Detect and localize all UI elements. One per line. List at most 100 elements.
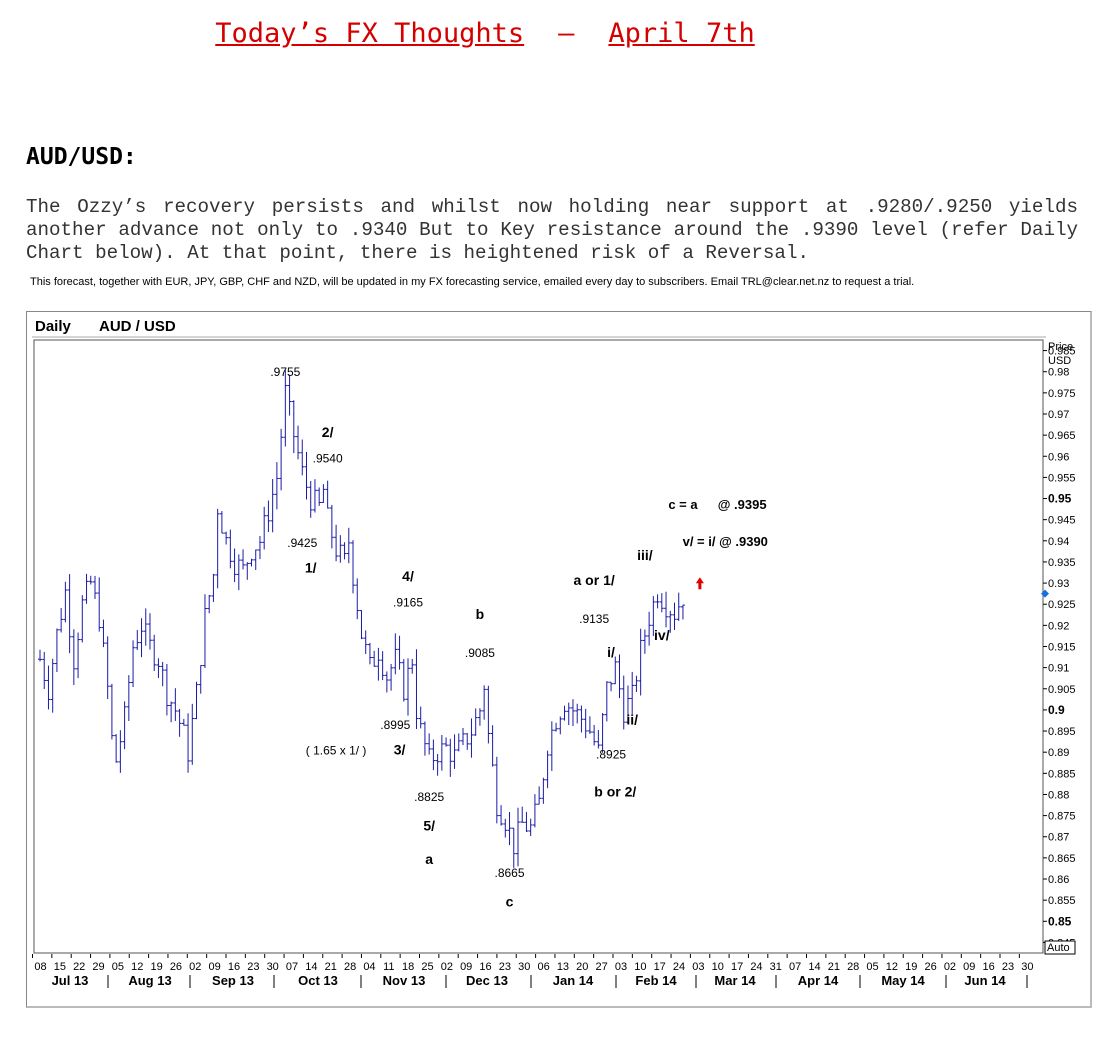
x-day-label: 24: [750, 961, 762, 973]
y-tick-label: 0.885: [1048, 768, 1076, 780]
x-day-label: 21: [828, 961, 840, 973]
x-day-label: 16: [479, 961, 491, 973]
wave-annotation: c: [506, 893, 514, 909]
y-tick-label: 0.925: [1048, 599, 1076, 611]
x-day-label: 14: [305, 961, 317, 973]
y-tick-label: 0.865: [1048, 853, 1076, 865]
target-annotation: @ .9395: [718, 497, 767, 512]
x-day-label: 11: [383, 961, 394, 973]
y-tick-label: 0.96: [1048, 451, 1069, 463]
x-day-label: 05: [866, 961, 878, 973]
x-month-label: Sep 13: [212, 973, 254, 988]
x-day-label: 02: [189, 961, 201, 973]
service-note: This forecast, together with EUR, JPY, G…: [30, 276, 915, 288]
wave-annotation: .9135: [579, 612, 609, 626]
wave-annotation: iii/: [637, 547, 653, 563]
y-tick-label: 0.86: [1048, 874, 1069, 886]
current-price-marker: [1041, 589, 1049, 598]
x-day-label: 07: [789, 961, 801, 973]
y-tick-label: 0.97: [1048, 409, 1069, 421]
x-month-label: Feb 14: [635, 973, 677, 988]
x-day-label: 07: [286, 961, 298, 973]
x-day-label: 27: [596, 961, 608, 973]
x-day-label: 14: [808, 961, 820, 973]
wave-annotation: ( 1.65 x 1/ ): [306, 743, 367, 757]
wave-annotation: a or 1/: [574, 572, 615, 588]
x-day-label: 04: [363, 961, 375, 973]
y-tick-label: 0.975: [1048, 388, 1076, 400]
x-day-label: 20: [576, 961, 588, 973]
y-tick-label: 0.93: [1048, 578, 1069, 590]
x-day-label: 29: [92, 961, 104, 973]
x-day-label: 06: [537, 961, 549, 973]
x-day-label: 22: [73, 961, 85, 973]
y-tick-label: 0.98: [1048, 367, 1069, 379]
x-day-label: 30: [267, 961, 279, 973]
wave-annotation: b: [476, 606, 485, 622]
pair-heading: AUD/USD:: [26, 144, 137, 170]
x-day-label: 28: [344, 961, 356, 973]
x-day-label: 21: [325, 961, 337, 973]
instrument-label: AUD / USD: [99, 318, 176, 335]
y-tick-label: 0.85: [1048, 914, 1072, 928]
x-day-label: 09: [209, 961, 221, 973]
wave-annotation: .8925: [596, 748, 626, 762]
auto-scale-label: Auto: [1047, 942, 1070, 954]
y-tick-label: 0.9: [1048, 703, 1065, 717]
y-tick-label: 0.945: [1048, 515, 1076, 527]
y-tick-label: 0.91: [1048, 663, 1069, 675]
x-month-label: Nov 13: [383, 973, 426, 988]
y-tick-label: 0.965: [1048, 430, 1076, 442]
wave-annotation: ii/: [626, 712, 638, 728]
title-left: Today’s FX Thoughts: [215, 18, 525, 49]
x-day-label: 03: [692, 961, 704, 973]
auto-scale-button[interactable]: [1044, 940, 1076, 955]
x-month-label: Apr 14: [798, 973, 839, 988]
x-day-label: 23: [247, 961, 259, 973]
x-month-label: Jun 14: [964, 973, 1006, 988]
wave-annotation: .8995: [380, 718, 410, 732]
y-tick-label: 0.94: [1048, 536, 1069, 548]
x-day-label: 16: [228, 961, 240, 973]
plot-area: [33, 339, 1044, 954]
x-day-label: 23: [1002, 961, 1014, 973]
wave-annotation: iv/: [654, 627, 670, 643]
wave-annotation: .9540: [313, 452, 343, 466]
y-tick-label: 0.875: [1048, 811, 1076, 823]
x-day-label: 23: [499, 961, 511, 973]
page-title: Today’s FX Thoughts – April 7th: [0, 18, 970, 49]
x-day-label: 12: [886, 961, 898, 973]
target-annotation: v/ = i/ @ .9390: [683, 534, 768, 549]
wave-annotation: 5/: [423, 817, 435, 833]
title-right: April 7th: [608, 18, 755, 49]
x-day-label: 03: [615, 961, 627, 973]
x-day-label: 28: [847, 961, 859, 973]
target-annotation: c = a: [668, 497, 698, 512]
y-axis-label: Price: [1048, 341, 1073, 353]
x-day-label: 30: [518, 961, 530, 973]
x-day-label: 08: [34, 961, 46, 973]
y-axis-unit: USD: [1048, 355, 1071, 367]
x-day-label: 31: [770, 961, 782, 973]
x-day-label: 18: [402, 961, 414, 973]
red-up-arrow: [695, 577, 704, 590]
wave-annotation: 4/: [402, 568, 414, 584]
x-day-label: 16: [983, 961, 995, 973]
x-month-label: Aug 13: [128, 973, 171, 988]
y-tick-label: 0.915: [1048, 642, 1076, 654]
wave-annotation: .8665: [495, 866, 525, 880]
y-tick-label: 0.935: [1048, 557, 1076, 569]
x-month-label: Oct 13: [298, 973, 338, 988]
x-day-label: 26: [924, 961, 936, 973]
x-day-label: 25: [421, 961, 433, 973]
wave-annotation: .9425: [287, 536, 317, 550]
wave-annotation: i/: [607, 644, 615, 660]
x-day-label: 17: [654, 961, 666, 973]
x-day-label: 19: [150, 961, 162, 973]
wave-annotation: 2/: [322, 424, 334, 440]
y-tick-label: 0.955: [1048, 472, 1076, 484]
x-day-label: 12: [131, 961, 143, 973]
wave-annotation: 1/: [305, 560, 317, 576]
wave-annotation: .9165: [393, 595, 423, 609]
